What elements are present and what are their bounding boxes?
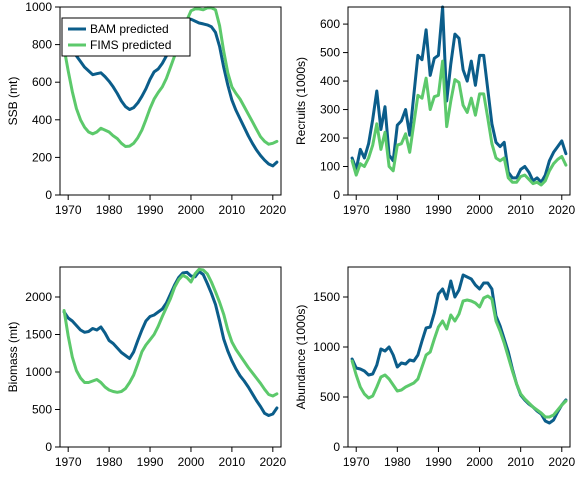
series-line-bam — [64, 272, 277, 416]
y-tick-label: 0 — [45, 440, 52, 454]
y-axis-label: SSB (mt) — [6, 77, 20, 126]
x-tick-label: 2010 — [507, 203, 534, 217]
panel-4: 1970 1980 1990 2000 2010 2020 0 500 1000 1500 Abun… — [294, 267, 575, 469]
panel-3: 1970 1980 1990 2000 2010 2020 0 500 1000 1500 2000… — [6, 267, 286, 469]
y-tick-label: 200 — [32, 150, 52, 164]
y-tick-label: 1000 — [25, 365, 52, 379]
x-tick-label: 1990 — [425, 455, 452, 469]
x-tick-label: 2020 — [548, 455, 575, 469]
y-axis-label: Abundance (1000s) — [294, 305, 308, 410]
series-line-bam — [352, 275, 566, 423]
plot-frame — [348, 7, 570, 195]
x-tick-label: 1980 — [384, 455, 411, 469]
x-tick-label: 2010 — [219, 455, 246, 469]
series-line-bam — [352, 7, 566, 182]
y-tick-label: 300 — [320, 103, 340, 117]
series-line-fims — [64, 269, 277, 396]
y-tick-label: 500 — [320, 46, 340, 60]
x-tick-label: 2020 — [259, 455, 286, 469]
y-tick-label: 0 — [333, 440, 340, 454]
y-tick-label: 200 — [320, 131, 340, 145]
y-tick-label: 1500 — [313, 290, 340, 304]
y-tick-label: 100 — [320, 160, 340, 174]
y-tick-label: 0 — [333, 188, 340, 202]
y-axis-label: Recruits (1000s) — [294, 57, 308, 145]
x-tick-label: 1980 — [96, 203, 123, 217]
x-tick-label: 2010 — [219, 203, 246, 217]
panel-2: 1970 1980 1990 2000 2010 2020 0 100 200 300 400 500… — [294, 7, 575, 217]
y-tick-label: 400 — [320, 74, 340, 88]
y-tick-label: 1500 — [25, 328, 52, 342]
x-tick-label: 1970 — [55, 203, 82, 217]
x-tick-label: 1970 — [343, 203, 370, 217]
series-line-fims — [352, 61, 566, 185]
x-tick-label: 1980 — [384, 203, 411, 217]
x-tick-label: 1990 — [137, 455, 164, 469]
y-tick-label: 800 — [32, 38, 52, 52]
y-tick-label: 500 — [32, 403, 52, 417]
x-tick-label: 2000 — [466, 203, 493, 217]
x-tick-label: 2020 — [259, 203, 286, 217]
y-tick-label: 400 — [32, 113, 52, 127]
x-tick-label: 1970 — [55, 455, 82, 469]
legend-label-fims: FIMS predicted — [90, 38, 171, 52]
y-tick-label: 600 — [32, 75, 52, 89]
legend: BAM predicted FIMS predicted — [62, 18, 190, 56]
x-tick-label: 2010 — [507, 455, 534, 469]
y-tick-label: 0 — [45, 188, 52, 202]
y-axis-label: Biomass (mt) — [6, 322, 20, 393]
x-tick-label: 1970 — [343, 455, 370, 469]
series-line-fims — [352, 296, 566, 417]
x-tick-label: 1980 — [96, 455, 123, 469]
x-tick-label: 2000 — [466, 455, 493, 469]
y-tick-label: 600 — [320, 17, 340, 31]
x-tick-label: 1990 — [425, 203, 452, 217]
y-tick-label: 1000 — [313, 340, 340, 354]
legend-label-bam: BAM predicted — [90, 22, 169, 36]
x-tick-label: 2020 — [548, 203, 575, 217]
x-tick-label: 2000 — [178, 455, 205, 469]
plot-frame — [348, 267, 570, 447]
x-tick-label: 2000 — [178, 203, 205, 217]
y-tick-label: 500 — [320, 390, 340, 404]
y-tick-label: 2000 — [25, 290, 52, 304]
x-tick-label: 1990 — [137, 203, 164, 217]
y-tick-label: 1000 — [25, 0, 52, 14]
